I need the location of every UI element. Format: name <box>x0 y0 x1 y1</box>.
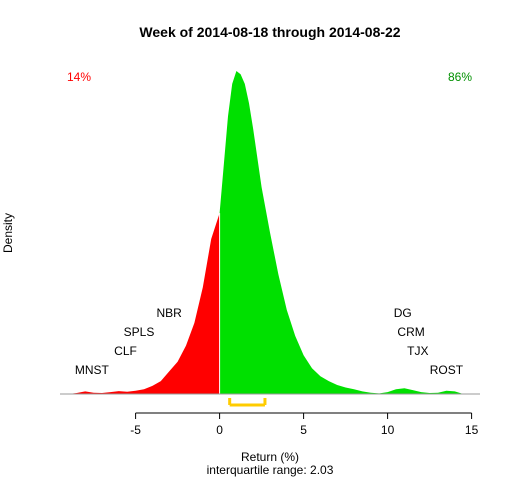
y-axis-label: Density <box>1 213 15 253</box>
ticker-label-crm: CRM <box>397 325 424 339</box>
ticker-label-tjx: TJX <box>407 344 428 358</box>
ticker-label-dg: DG <box>394 306 412 320</box>
x-tick-label: 15 <box>465 423 479 437</box>
iqr-bracket <box>228 398 267 407</box>
ticker-label-spls: SPLS <box>124 325 155 339</box>
x-tick-label: 0 <box>216 423 223 437</box>
x-axis-label: Return (%) <box>241 450 299 464</box>
positive-return-area <box>219 71 464 394</box>
chart-title: Week of 2014-08-18 through 2014-08-22 <box>139 24 400 40</box>
negative-return-area <box>68 213 220 394</box>
subtitle-iqr: interquartile range: 2.03 <box>207 463 334 477</box>
ticker-label-mnst: MNST <box>75 363 110 377</box>
ticker-label-clf: CLF <box>114 344 137 358</box>
ticker-label-nbr: NBR <box>157 306 183 320</box>
x-tick-label: -5 <box>130 423 141 437</box>
percent-negative-label: 14% <box>67 70 91 84</box>
x-tick-label: 10 <box>381 423 395 437</box>
x-axis: -5 0 5 10 15 <box>130 412 479 437</box>
ticker-label-rost: ROST <box>430 363 464 377</box>
x-tick-label: 5 <box>300 423 307 437</box>
percent-positive-label: 86% <box>448 70 472 84</box>
density-areas <box>68 71 464 394</box>
